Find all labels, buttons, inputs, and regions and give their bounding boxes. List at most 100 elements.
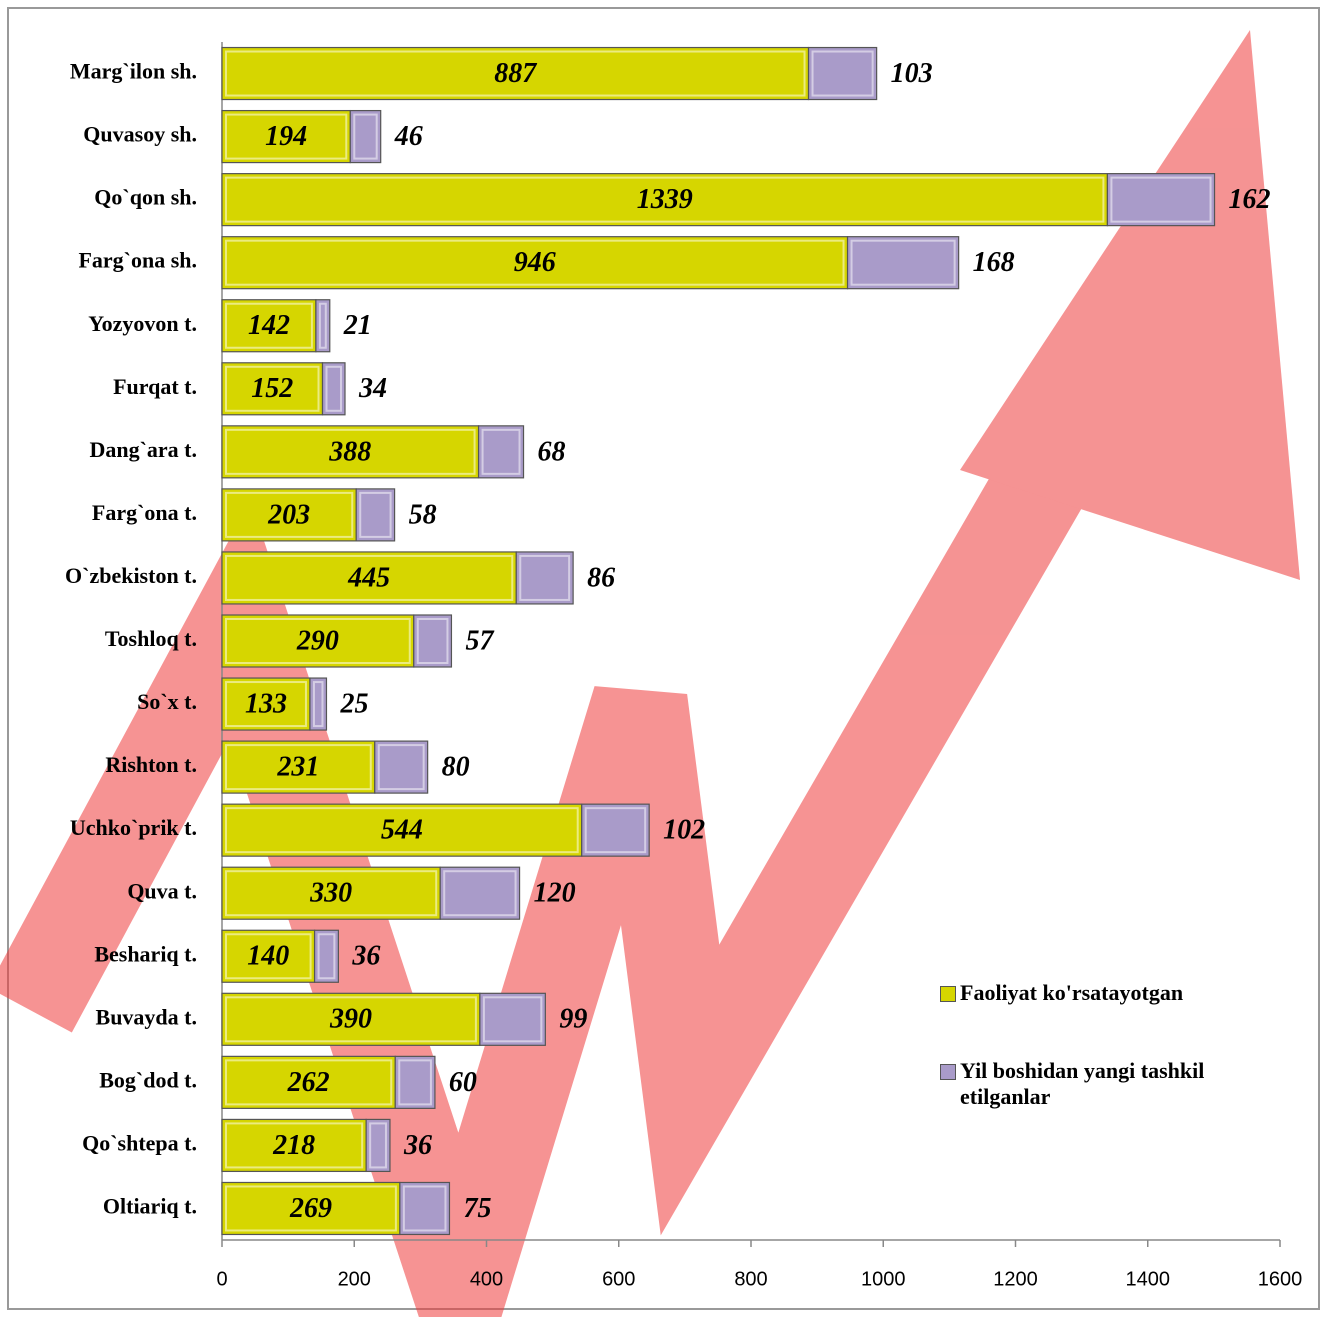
legend-label: Faoliyat ko'rsatayotgan xyxy=(960,980,1184,1005)
bar-segment xyxy=(374,740,429,794)
y-tick-label: Quvasoy sh. xyxy=(83,122,197,147)
bar-segment xyxy=(221,677,311,731)
value-label: 103 xyxy=(891,58,933,89)
bar-bevel xyxy=(225,50,806,97)
value-label: 36 xyxy=(351,941,380,972)
bar-bevel xyxy=(416,618,449,664)
bar-bevel xyxy=(225,1059,393,1106)
x-tick-label: 600 xyxy=(602,1268,635,1290)
arrow-head xyxy=(960,30,1300,580)
y-tick-label: Bog`dod t. xyxy=(99,1067,197,1092)
bar-bevel xyxy=(584,807,647,854)
value-label: 388 xyxy=(328,436,371,467)
y-tick-label: Quva t. xyxy=(127,878,197,903)
value-label: 140 xyxy=(247,941,289,972)
bar-segment xyxy=(315,299,331,353)
x-tick-label: 400 xyxy=(470,1268,503,1290)
y-tick-label: Qo`shtepa t. xyxy=(82,1130,197,1155)
y-tick-label: O`zbekiston t. xyxy=(65,563,197,588)
value-label: 390 xyxy=(329,1004,372,1035)
value-label: 34 xyxy=(358,373,387,404)
bar-segment xyxy=(221,866,441,920)
bar-bevel xyxy=(225,302,313,349)
bar-bevel xyxy=(225,554,514,601)
bar-bevel xyxy=(443,870,517,917)
bar-bevel xyxy=(225,428,476,475)
y-tick-label: Yozyovon t. xyxy=(88,311,197,336)
bar-segment xyxy=(221,1181,401,1236)
bar-segment xyxy=(221,551,517,605)
bar-segment xyxy=(221,425,480,479)
value-label: 21 xyxy=(343,310,372,341)
background-arrow xyxy=(0,30,1300,1317)
bar-segment xyxy=(221,109,351,164)
bar-segment xyxy=(479,992,546,1046)
bar-bevel xyxy=(850,239,956,286)
bar-bevel xyxy=(225,870,438,917)
bar-bevel xyxy=(369,1122,387,1169)
bar-bevel xyxy=(225,807,579,854)
value-label: 36 xyxy=(403,1130,432,1161)
bar-bevel xyxy=(225,1185,397,1232)
bar-bevel xyxy=(225,113,348,160)
bar-bevel xyxy=(225,744,372,791)
value-label: 60 xyxy=(449,1067,477,1098)
value-label: 269 xyxy=(289,1193,332,1224)
bar-bevel xyxy=(225,491,354,538)
bar-segment xyxy=(1106,173,1216,227)
y-tick-label: Farg`ona t. xyxy=(92,500,197,525)
bar-bevel xyxy=(317,933,336,980)
legend-swatch xyxy=(940,1064,956,1080)
bar-segment xyxy=(355,488,396,542)
x-tick-label: 1600 xyxy=(1258,1268,1303,1290)
bar-bevel xyxy=(225,996,477,1043)
value-label: 152 xyxy=(251,373,293,404)
value-label: 133 xyxy=(245,688,287,719)
bar-bevel xyxy=(225,933,312,980)
bar-segment xyxy=(221,803,583,857)
value-label: 544 xyxy=(381,815,423,846)
value-label: 162 xyxy=(1229,184,1271,215)
bar-segment xyxy=(439,866,521,920)
bar-bevel xyxy=(398,1059,432,1106)
bar-bevel xyxy=(519,554,571,601)
y-tick-label: Toshloq t. xyxy=(105,626,197,651)
value-label: 231 xyxy=(276,752,319,783)
value-label: 25 xyxy=(339,688,368,719)
value-label: 46 xyxy=(394,121,423,152)
bar-bevel xyxy=(325,365,342,412)
x-tick-label: 1400 xyxy=(1126,1268,1171,1290)
bar-bevel xyxy=(312,681,324,728)
bar-bevel xyxy=(225,618,411,664)
value-label: 58 xyxy=(409,499,437,530)
bar-bevel xyxy=(1110,176,1212,223)
y-tick-label: Farg`ona sh. xyxy=(78,248,197,273)
bar-segment xyxy=(394,1055,436,1109)
value-label: 80 xyxy=(442,752,470,783)
value-label: 330 xyxy=(309,878,352,909)
bar-segment xyxy=(309,677,328,731)
y-tick-label: Qo`qon sh. xyxy=(94,185,197,210)
y-tick-label: Marg`ilon sh. xyxy=(70,59,197,84)
x-tick-label: 0 xyxy=(216,1268,227,1290)
bar-segment xyxy=(807,46,878,101)
bar-segment xyxy=(221,1055,396,1109)
value-label: 99 xyxy=(559,1004,587,1035)
bar-segment xyxy=(221,614,415,668)
value-label: 218 xyxy=(272,1130,315,1161)
bar-segment xyxy=(349,109,382,164)
value-label: 75 xyxy=(463,1193,491,1224)
value-label: 168 xyxy=(973,247,1015,278)
x-tick-label: 800 xyxy=(734,1268,767,1290)
bar-segment xyxy=(365,1118,391,1173)
value-label: 290 xyxy=(296,625,339,656)
bar-bevel xyxy=(359,491,392,538)
legend: Faoliyat ko'rsatayotgan Yil boshidan yang… xyxy=(940,980,1270,1162)
y-tick-label: Rishton t. xyxy=(105,752,197,777)
x-tick-label: 1200 xyxy=(993,1268,1038,1290)
bar-bevel xyxy=(225,1122,364,1169)
value-label: 86 xyxy=(587,562,615,593)
bar-segment xyxy=(413,614,453,668)
